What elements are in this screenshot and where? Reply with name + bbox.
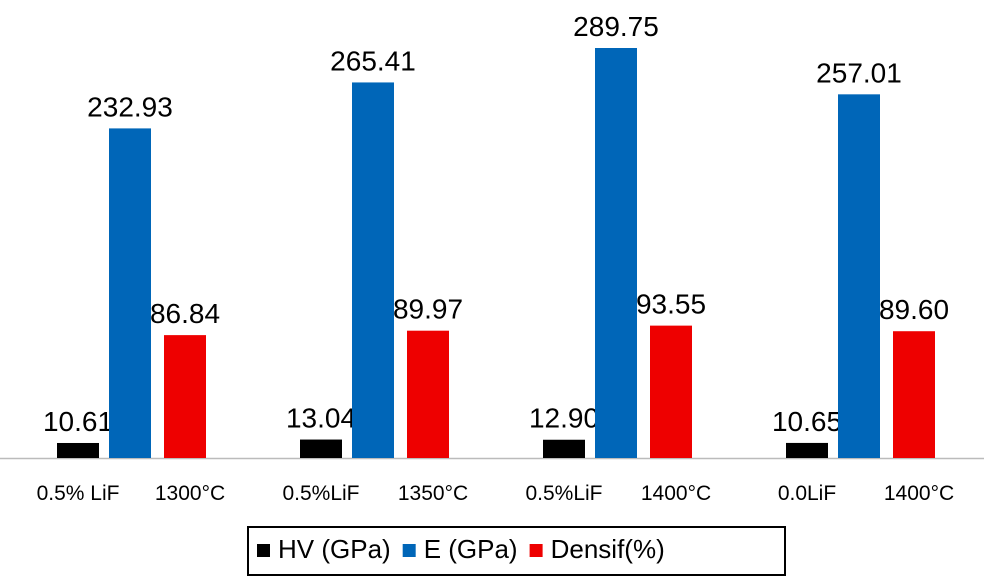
value-label: 86.84 bbox=[150, 298, 220, 329]
value-label: 12.90 bbox=[529, 403, 599, 434]
bar bbox=[543, 439, 585, 458]
bar bbox=[838, 94, 880, 459]
bar bbox=[164, 335, 206, 458]
legend-swatch bbox=[257, 544, 270, 557]
bar bbox=[407, 330, 449, 458]
x-tick-label: 1300°C bbox=[155, 482, 225, 505]
bar bbox=[786, 442, 828, 458]
bar bbox=[57, 442, 99, 458]
bar bbox=[893, 331, 935, 458]
value-label: 89.97 bbox=[393, 294, 463, 325]
x-tick-label: 0.5%LiF bbox=[282, 482, 359, 505]
value-label: 289.75 bbox=[573, 11, 659, 42]
bar bbox=[352, 82, 394, 459]
legend-swatch bbox=[529, 544, 543, 557]
value-label: 10.61 bbox=[43, 406, 113, 437]
x-tick-label: 0.5%LiF bbox=[525, 482, 602, 505]
legend-label: E (GPa) bbox=[424, 534, 518, 564]
x-tick-label: 0.5% LiF bbox=[37, 482, 120, 505]
value-label: 10.65 bbox=[772, 406, 842, 437]
value-label: 232.93 bbox=[87, 91, 173, 122]
bar bbox=[300, 439, 342, 458]
legend-swatch bbox=[402, 544, 416, 557]
value-label: 265.41 bbox=[330, 45, 416, 76]
legend-label: Densif(%) bbox=[551, 534, 665, 564]
legend-label: HV (GPa) bbox=[278, 534, 391, 564]
value-label: 257.01 bbox=[816, 57, 902, 88]
x-tick-label: 1400°C bbox=[641, 482, 711, 505]
bar bbox=[595, 48, 637, 458]
bar bbox=[650, 325, 692, 458]
value-label: 93.55 bbox=[636, 289, 706, 320]
x-tick-label: 0.0LiF bbox=[778, 482, 836, 505]
value-label: 13.04 bbox=[286, 403, 356, 434]
x-tick-label: 1400°C bbox=[884, 482, 954, 505]
legend-box bbox=[247, 526, 786, 576]
x-tick-label: 1350°C bbox=[398, 482, 468, 505]
value-label: 89.60 bbox=[879, 294, 949, 325]
bar bbox=[109, 128, 151, 458]
